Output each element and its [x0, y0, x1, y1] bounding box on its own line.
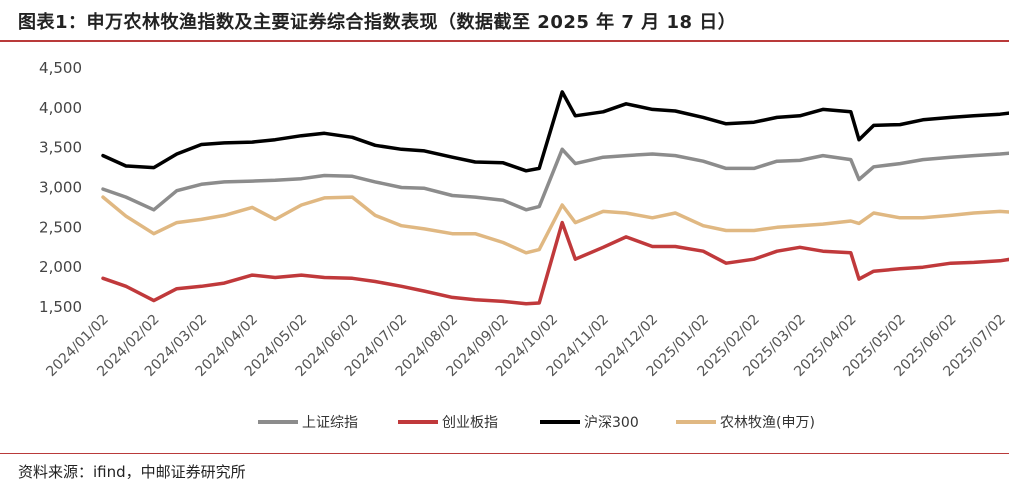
line-chart: 1,500 2,000 2,500 3,000 3,500 4,000 4,500 2024…: [39, 59, 1009, 431]
y-tick-label: 3,500: [39, 139, 82, 157]
y-tick-label: 4,500: [39, 59, 82, 77]
y-tick-label: 1,500: [39, 298, 82, 316]
title-divider: [0, 40, 1009, 42]
source-note: 资料来源：ifind，中邮证券研究所: [18, 463, 246, 481]
plot-area: [101, 90, 1009, 306]
y-tick-label: 2,500: [39, 218, 82, 236]
legend: 上证综指 创业板指 沪深300 农林牧渔(申万): [258, 415, 815, 431]
series-line: [101, 90, 1009, 173]
legend-label: 沪深300: [584, 415, 639, 431]
y-axis: 1,500 2,000 2,500 3,000 3,500 4,000 4,500: [39, 59, 82, 316]
series-line: [101, 147, 1009, 212]
legend-label: 创业板指: [442, 415, 498, 431]
legend-label: 上证综指: [302, 415, 358, 431]
page-title: 图表1：申万农林牧渔指数及主要证券综合指数表现（数据截至 2025 年 7 月 …: [18, 12, 737, 33]
y-tick-label: 3,000: [39, 179, 82, 197]
series-line: [101, 220, 1009, 306]
x-axis: 2024/01/022024/02/022024/03/022024/04/02…: [43, 312, 1008, 380]
footer-divider: [0, 453, 1009, 454]
y-tick-label: 2,000: [39, 258, 82, 276]
legend-label: 农林牧渔(申万): [720, 415, 815, 431]
y-tick-label: 4,000: [39, 99, 82, 117]
series-line: [101, 195, 1009, 255]
